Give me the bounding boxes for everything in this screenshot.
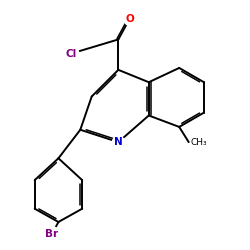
Text: N: N: [114, 137, 123, 147]
Text: O: O: [126, 14, 134, 24]
Text: Cl: Cl: [65, 49, 76, 59]
Text: CH₃: CH₃: [190, 138, 207, 146]
Text: Br: Br: [45, 229, 58, 239]
